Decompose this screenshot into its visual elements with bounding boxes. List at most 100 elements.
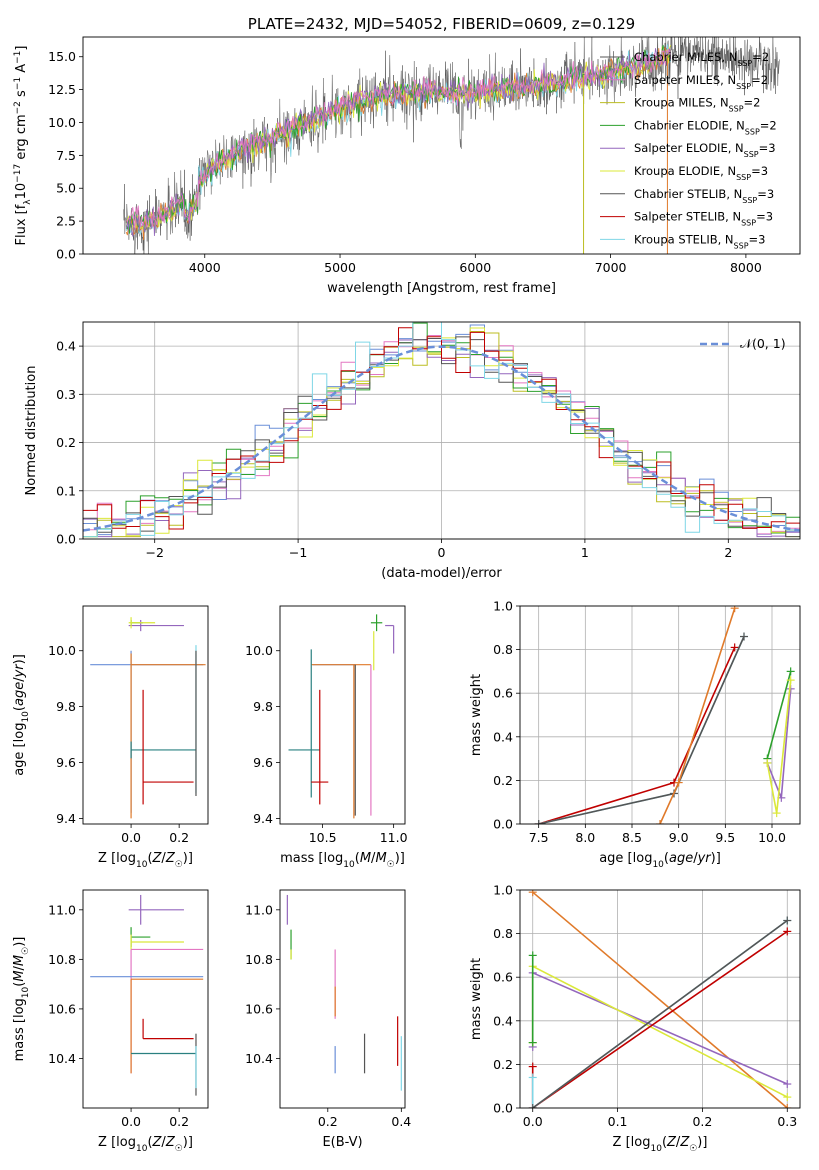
data-point [311, 664, 371, 819]
x-tick-label: 11.0 [380, 830, 408, 845]
data-point [130, 741, 196, 759]
y-tick-label: 10.0 [48, 643, 76, 658]
y-tick-label: 2.5 [56, 214, 76, 229]
x-tick-label: 0.2 [169, 830, 189, 845]
mass-vs-Z-xlabel: Z [log10(Z/Z☉)] [98, 1135, 193, 1154]
legend-entry: Kroupa ELODIE, NSSP=3 [634, 164, 768, 182]
weight-marker [783, 1093, 792, 1102]
y-tick-label: 0.6 [493, 686, 513, 701]
weight-vs-Z-xlabel: Z [log10(Z/Z☉)] [613, 1135, 708, 1154]
y-tick-label: 0.1 [56, 483, 76, 498]
spectrum-model-line [125, 48, 672, 237]
y-tick-label: 10.6 [48, 1001, 76, 1016]
y-tick-label: 9.8 [253, 699, 273, 714]
y-tick-label: 1.0 [493, 883, 513, 898]
weight-marker [730, 643, 739, 652]
x-tick-label: 0.0 [523, 1114, 543, 1129]
data-point [130, 948, 204, 1074]
weight-vs-Z-ylabel: mass weight [469, 958, 484, 1040]
legend-entry: Chabrier STELIB, NSSP=3 [634, 187, 774, 205]
x-tick-label: 0.2 [692, 1114, 712, 1129]
age-vs-Z-xlabel: Z [log10(Z/Z☉)] [98, 851, 193, 870]
legend-entry: Kroupa MILES, NSSP=2 [634, 96, 760, 114]
weight-vs-age-lines [534, 606, 795, 824]
x-tick-label: 9.5 [715, 830, 735, 845]
spectrum-axes: 4000 5000 6000 7000 8000 0.0 2.5 5.0 7.5 10.0 12.5… [48, 49, 762, 275]
mass-vs-Z-axes: 0.0 0.2 10.4 10.6 10.8 11.0 [48, 902, 189, 1129]
y-tick-label: 10.6 [245, 1001, 273, 1016]
y-tick-label: 0.8 [493, 642, 513, 657]
y-tick-label: 12.5 [48, 82, 76, 97]
x-tick-label: 10.5 [309, 830, 337, 845]
spectrum-xlabel: wavelength [Angstrom, rest frame] [327, 281, 556, 296]
weight-line [538, 636, 745, 824]
y-tick-label: 0.8 [493, 926, 513, 941]
data-point [385, 624, 395, 654]
weight-marker [528, 1104, 537, 1108]
data-point [128, 617, 156, 629]
x-tick-label: 0.2 [318, 1114, 338, 1129]
y-tick-label: 0.0 [56, 247, 76, 262]
age-vs-Z-axes: 0.0 0.2 9.4 9.6 9.8 10.0 [48, 643, 189, 845]
x-tick-label: 8000 [730, 260, 762, 275]
age-vs-mass-frame [279, 605, 406, 825]
y-tick-label: 10.0 [48, 115, 76, 130]
weight-line [531, 971, 788, 1085]
legend-entry: Chabrier ELODIE, NSSP=2 [634, 118, 777, 136]
y-tick-label: 10.0 [245, 643, 273, 658]
mass-vs-Z-frame [82, 889, 209, 1109]
age-vs-mass-xlabel: mass [log10(M/M☉)] [280, 851, 405, 870]
y-tick-label: 15.0 [48, 49, 76, 64]
weight-marker [786, 676, 795, 685]
x-tick-label: 1 [581, 545, 589, 560]
legend-entry: Salpeter ELODIE, NSSP=3 [634, 141, 776, 159]
x-tick-label: −2 [145, 545, 163, 560]
residuals-xlabel: (data-model)/error [381, 566, 502, 581]
data-point [128, 894, 184, 925]
spectrum-legend: Chabrier MILES, NSSP=2 Salpeter MILES, NS… [600, 50, 777, 250]
age-vs-mass-points [288, 614, 395, 819]
x-tick-label: 9.0 [669, 830, 689, 845]
weight-marker [528, 890, 537, 897]
y-tick-label: 9.8 [56, 699, 76, 714]
y-tick-label: 9.4 [253, 811, 273, 826]
weight-line [538, 647, 736, 824]
y-tick-label: 10.8 [48, 952, 76, 967]
mass-vs-Z-ylabel: mass [log10(M/M☉)] [12, 937, 31, 1062]
y-tick-label: 0.2 [493, 1057, 513, 1072]
x-tick-label: 0.1 [608, 1114, 628, 1129]
weight-vs-age-xlabel: age [log10(age/yr)] [599, 851, 721, 870]
y-tick-label: 5.0 [56, 181, 76, 196]
mass-vs-ebv-xlabel: E(B-V) [322, 1135, 362, 1150]
data-point [130, 934, 184, 950]
weight-marker [534, 820, 543, 824]
x-tick-label: 0.0 [121, 1114, 141, 1129]
x-tick-label: 7000 [595, 260, 627, 275]
x-tick-label: 0 [438, 545, 446, 560]
x-tick-label: 6000 [459, 260, 491, 275]
x-tick-label: −1 [289, 545, 307, 560]
weight-vs-Z-axes: 0.0 0.1 0.2 0.3 0.0 0.2 0.4 0.6 0.8 1.0 [493, 883, 800, 1129]
y-tick-label: 11.0 [48, 902, 76, 917]
y-tick-label: 0.0 [493, 817, 513, 832]
age-vs-Z-points [90, 617, 206, 819]
weight-vs-Z-frame [519, 889, 801, 1109]
data-point [90, 650, 204, 813]
mass-vs-ebv-axes: 0.2 0.4 10.4 10.6 10.8 11.0 [245, 902, 411, 1129]
y-tick-label: 7.5 [56, 148, 76, 163]
x-tick-label: 8.0 [575, 830, 595, 845]
data-point [370, 614, 383, 632]
mass-vs-Z-points [90, 894, 204, 1096]
x-tick-label: 0.2 [169, 1114, 189, 1129]
y-tick-label: 1.0 [493, 599, 513, 614]
data-point [311, 689, 329, 805]
data-point [142, 689, 194, 805]
x-tick-label: 8.5 [622, 830, 642, 845]
residuals-frame [82, 321, 801, 540]
weight-marker [783, 916, 792, 925]
weight-marker [772, 809, 781, 818]
y-tick-label: 0.0 [493, 1101, 513, 1116]
weight-vs-age-ylabel: mass weight [469, 674, 484, 756]
x-tick-label: 0.0 [121, 830, 141, 845]
y-tick-label: 10.8 [245, 952, 273, 967]
